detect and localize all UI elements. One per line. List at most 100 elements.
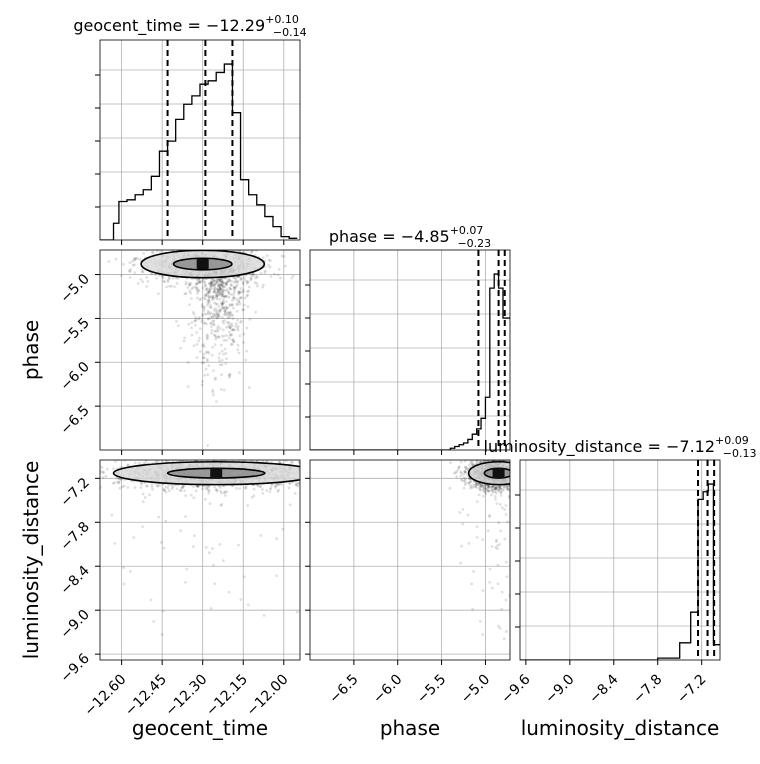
panel-geocent-time-vs-luminosity-distance-sample-1020 bbox=[286, 457, 289, 460]
panel-geocent-time-vs-phase-sample-1179 bbox=[205, 287, 209, 290]
panel-phase-vs-luminosity-distance-contour-outer bbox=[467, 460, 510, 486]
panel-geocent-time-vs-phase-sample-1224 bbox=[217, 293, 221, 297]
panel-phase-vs-luminosity-distance-sample-959 bbox=[537, 463, 540, 466]
panel-phase-vs-luminosity-distance-sample-1264 bbox=[478, 482, 482, 486]
panel-geocent-time-vs-luminosity-distance-sample-273 bbox=[167, 460, 171, 461]
panel-geocent-time-vs-phase-sample-1045 bbox=[194, 245, 197, 248]
panel-phase-vs-luminosity-distance-sample-498 bbox=[459, 474, 463, 478]
panel-geocent-time-vs-phase-sample-1270 bbox=[214, 243, 217, 246]
panel-geocent-time-vs-luminosity-distance-sample-667 bbox=[110, 513, 114, 517]
panel-phase-vs-luminosity-distance-sample-317 bbox=[493, 485, 497, 488]
panel-geocent-time-vs-phase-sample-1025 bbox=[248, 317, 252, 321]
panel-phase-vs-luminosity-distance-sample-1158 bbox=[520, 479, 523, 482]
panel-geocent-time-vs-phase-sample-147 bbox=[168, 284, 171, 288]
hist-luminosity-distance-cell: −9.6 −9.0 −8.4 −7.8 −7.2 bbox=[498, 459, 721, 707]
panel-geocent-time-vs-luminosity-distance-sample-321 bbox=[302, 483, 305, 486]
panel-geocent-time-vs-luminosity-distance-sample-125 bbox=[277, 488, 281, 492]
panel-phase-vs-luminosity-distance-sample-322 bbox=[460, 479, 464, 483]
panel-phase-vs-luminosity-distance-sample-1190 bbox=[514, 457, 517, 460]
panel-phase-vs-luminosity-distance-sample-1237 bbox=[448, 486, 452, 490]
panel-phase-vs-luminosity-distance-sample-1243 bbox=[457, 465, 461, 469]
panel-geocent-time-vs-phase-sample-423 bbox=[208, 305, 212, 309]
panel-phase-vs-luminosity-distance-sample-1352 bbox=[493, 487, 497, 491]
panel-geocent-time-vs-phase-sample-1098 bbox=[215, 316, 219, 320]
panel-geocent-time-vs-luminosity-distance-sample-628 bbox=[228, 672, 231, 675]
panel-geocent-time-vs-phase-sample-649 bbox=[209, 244, 212, 247]
panel-phase-vs-luminosity-distance-sample-579 bbox=[511, 475, 514, 478]
panel-geocent-time-vs-phase-sample-112 bbox=[233, 280, 236, 284]
panel-geocent-time-vs-phase-sample-1312 bbox=[155, 250, 159, 253]
panel-geocent-time-vs-luminosity-distance-sample-733 bbox=[289, 460, 293, 464]
panel-phase-vs-luminosity-distance-sample-679 bbox=[512, 475, 515, 478]
panel-geocent-time-vs-luminosity-distance-sample-438 bbox=[321, 474, 324, 477]
panel-geocent-time-vs-phase-sample-769 bbox=[223, 288, 227, 292]
panel-geocent-time-vs-phase-sample-922 bbox=[218, 288, 222, 292]
panel-geocent-time-vs-phase-sample-1311 bbox=[190, 326, 193, 330]
panel-geocent-time-vs-phase-sample-999 bbox=[213, 288, 217, 292]
panel-geocent-time-vs-luminosity-distance-sample-178 bbox=[162, 487, 166, 491]
panel-phase-vs-luminosity-distance-sample-23 bbox=[516, 478, 519, 481]
panel-geocent-time-vs-luminosity-distance-sample-1365 bbox=[219, 491, 223, 495]
panel-geocent-time-vs-phase-sample-1308 bbox=[209, 304, 212, 307]
panel-geocent-time-vs-phase-sample-772 bbox=[226, 246, 229, 249]
panel-phase-vs-luminosity-distance-sample-1160 bbox=[511, 467, 514, 470]
panel-geocent-time-vs-phase-sample-458 bbox=[203, 281, 207, 285]
panel-phase-vs-luminosity-distance-sample-924 bbox=[505, 484, 509, 488]
panel-geocent-time-vs-phase-sample-635 bbox=[213, 282, 217, 286]
panel-geocent-time-vs-luminosity-distance-sample-1204 bbox=[187, 456, 190, 459]
panel-phase-vs-luminosity-distance-sample-826 bbox=[481, 487, 485, 491]
panel-geocent-time-vs-phase-sample-1267 bbox=[250, 277, 253, 280]
panel-phase-vs-luminosity-distance-sample-182 bbox=[519, 464, 522, 467]
panel-phase-vs-luminosity-distance-sample-426 bbox=[521, 477, 524, 480]
panel-geocent-time-vs-phase-sample-1145 bbox=[236, 348, 240, 352]
panel-geocent-time-vs-phase-sample-356 bbox=[243, 278, 247, 282]
panel-geocent-time-vs-phase-sample-11 bbox=[234, 324, 238, 328]
panel-geocent-time-vs-phase-sample-890 bbox=[200, 320, 204, 324]
panel-geocent-time-vs-phase-sample-97 bbox=[220, 373, 223, 377]
panel-geocent-time-vs-phase-sample-645 bbox=[217, 356, 221, 360]
panel-geocent-time-vs-luminosity-distance-sample-823 bbox=[325, 491, 328, 494]
panel-phase-vs-luminosity-distance-sample-306 bbox=[515, 460, 518, 463]
panel-geocent-time-vs-luminosity-distance-sample-300 bbox=[227, 590, 231, 594]
panel-geocent-time-vs-phase-sample-327 bbox=[223, 285, 227, 289]
panel-geocent-time-vs-phase-sample-1047 bbox=[218, 279, 222, 282]
panel-phase-vs-luminosity-distance-body bbox=[310, 456, 540, 660]
panel-geocent-time-vs-phase-sample-798 bbox=[216, 288, 220, 292]
panel-geocent-time-vs-phase-sample-885 bbox=[202, 343, 206, 346]
panel-geocent-time-vs-luminosity-distance-sample-1222 bbox=[70, 478, 73, 481]
panel-phase-vs-luminosity-distance-sample-204 bbox=[457, 465, 461, 469]
panel-phase-vs-luminosity-distance-sample-595 bbox=[455, 475, 459, 479]
panel-geocent-time-vs-luminosity-distance-sample-355 bbox=[220, 503, 224, 506]
panel-geocent-time-vs-phase-sample-472 bbox=[181, 242, 184, 245]
panel-geocent-time-vs-luminosity-distance-sample-154 bbox=[86, 470, 89, 473]
panel-phase-vs-luminosity-distance-sample-550 bbox=[459, 456, 462, 459]
panel-geocent-time-vs-luminosity-distance-sample-1211 bbox=[365, 460, 368, 463]
panel-geocent-time-vs-phase-sample-1018 bbox=[238, 320, 242, 324]
panel-geocent-time-vs-luminosity-distance-sample-216 bbox=[113, 481, 116, 485]
panel-phase-vs-luminosity-distance-sample-613 bbox=[494, 486, 498, 489]
panel-geocent-time-vs-luminosity-distance-sample-824 bbox=[238, 487, 242, 491]
panel-geocent-time-vs-phase-sample-982 bbox=[201, 356, 205, 359]
panel-geocent-time-vs-phase-sample-231 bbox=[170, 284, 173, 288]
panel-geocent-time-vs-phase-sample-609 bbox=[259, 271, 263, 275]
panel-geocent-time-vs-phase-sample-1398 bbox=[206, 373, 210, 377]
panel-geocent-time-vs-phase-sample-1139 bbox=[214, 302, 218, 306]
panel-phase-vs-luminosity-distance-sample-77 bbox=[521, 479, 524, 482]
panel-geocent-time-vs-phase-sample-700 bbox=[225, 325, 228, 329]
panel-geocent-time-vs-phase-sample-580 bbox=[198, 280, 202, 284]
hist-geocent-time-cell bbox=[95, 39, 301, 245]
panel-geocent-time-vs-phase-sample-1076 bbox=[239, 287, 243, 290]
panel-geocent-time-vs-luminosity-distance-xtick-label-2: −12.30 bbox=[163, 672, 211, 720]
panel-phase-vs-luminosity-distance-sample-591 bbox=[476, 483, 480, 486]
panel-phase-vs-luminosity-distance-sample-351 bbox=[505, 487, 509, 491]
panel-phase-vs-luminosity-distance-sample-200 bbox=[517, 487, 520, 490]
panel-geocent-time-vs-phase-sample-1389 bbox=[220, 302, 224, 306]
panel-geocent-time-vs-phase-sample-165 bbox=[217, 335, 221, 339]
panel-geocent-time-vs-phase-sample-587 bbox=[230, 303, 234, 306]
panel-geocent-time-vs-phase-sample-141 bbox=[225, 306, 229, 310]
panel-geocent-time-vs-luminosity-distance-sample-29 bbox=[280, 483, 283, 487]
panel-phase-vs-luminosity-distance-sample-1050 bbox=[510, 461, 513, 464]
panel-geocent-time-vs-luminosity-distance-cell: −12.60−12.45−12.30−12.15−12.00 −7.2 −7.8 −8… bbox=[57, 456, 368, 720]
panel-geocent-time-vs-luminosity-distance-sample-1185 bbox=[68, 512, 71, 515]
